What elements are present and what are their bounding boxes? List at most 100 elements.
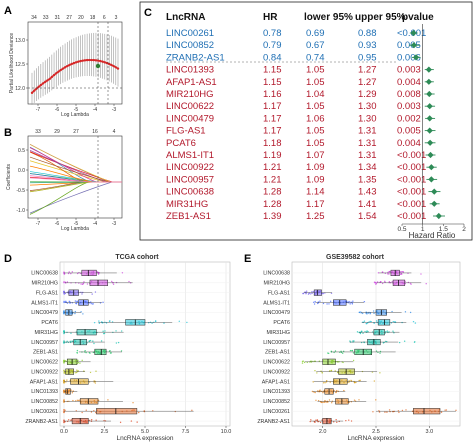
lower-cell: 0.67 (306, 40, 325, 51)
data-point (322, 382, 325, 384)
data-point (81, 411, 83, 414)
data-point (71, 271, 74, 273)
panel-a-ylabel: Partial Likelihood Deviance (9, 33, 15, 94)
data-point (63, 399, 65, 401)
data-point (377, 272, 380, 274)
data-point (310, 293, 312, 295)
panel-a-y-ticks: 12.0 12.5 13.0 (15, 38, 28, 92)
data-point (316, 372, 318, 374)
data-point (66, 302, 69, 304)
data-point (351, 303, 354, 305)
data-point (70, 272, 72, 275)
data-point (88, 351, 91, 354)
data-point (63, 291, 65, 294)
data-point (334, 350, 337, 352)
header-hr: HR (263, 12, 278, 23)
hr-marker (426, 90, 433, 98)
data-point (398, 341, 401, 344)
data-point (320, 401, 323, 404)
data-point (314, 391, 316, 394)
data-point (316, 419, 319, 422)
gene-label: MIR31HG (34, 330, 58, 336)
data-point (120, 350, 123, 352)
data-point (378, 411, 381, 413)
x-tick-label: -3 (112, 107, 117, 113)
data-point (74, 312, 76, 315)
data-point (94, 382, 97, 384)
data-point (363, 300, 366, 303)
data-point (401, 271, 403, 273)
lncrna-cell: LINC00957 (166, 174, 214, 185)
top-tick: 34 (31, 15, 37, 21)
data-point (358, 331, 360, 334)
data-point (373, 312, 375, 315)
data-point (347, 381, 349, 384)
data-point (84, 349, 86, 352)
gene-label: LINC00852 (263, 399, 290, 405)
data-point (110, 352, 112, 354)
data-point (93, 342, 95, 345)
data-point (112, 331, 114, 334)
data-point (364, 330, 366, 333)
data-point (71, 392, 73, 394)
lower-cell: 1.07 (306, 150, 325, 161)
coefficient-path (29, 175, 122, 183)
lncrna-cell: MIR210HG (166, 89, 214, 100)
data-point (325, 379, 328, 382)
data-point (70, 389, 72, 391)
data-point (356, 331, 359, 333)
panel-a-label: A (4, 5, 12, 17)
hr-cell: 1.21 (263, 162, 282, 173)
hr-marker (425, 66, 432, 73)
gene-label: MIR210HG (32, 281, 59, 287)
iqr-box (65, 388, 71, 395)
lncrna-cell: MIR31HG (166, 199, 208, 210)
data-point (85, 409, 87, 411)
gene-label: LINC00922 (31, 369, 58, 375)
data-point (91, 293, 93, 295)
data-point (63, 281, 65, 283)
iqr-box (338, 368, 355, 375)
top-tick: 31 (55, 15, 61, 21)
data-point (90, 411, 93, 413)
table-row: AFAP1-AS1 1.15 1.05 1.27 0.004 (166, 77, 421, 88)
data-point (89, 371, 92, 374)
upper-cell: 1.31 (358, 150, 377, 161)
data-point (359, 379, 361, 382)
iqr-box (65, 368, 74, 375)
data-point (379, 352, 381, 354)
hr-cell: 0.78 (263, 28, 282, 39)
data-point (373, 380, 376, 382)
pvalue-cell: 0.006 (397, 52, 421, 63)
data-point (362, 332, 364, 335)
data-point (348, 300, 350, 303)
lower-cell: 1.05 (306, 101, 325, 112)
gene-label: LINC00622 (263, 360, 290, 366)
data-point (80, 311, 82, 313)
data-point (375, 350, 378, 352)
data-point (358, 379, 360, 382)
lower-cell: 1.06 (306, 113, 325, 124)
gene-label: LINC00638 (31, 271, 58, 277)
pvalue-cell: <0.001 (397, 162, 426, 173)
lower-cell: 1.05 (306, 138, 325, 149)
panel-e-label: E (244, 253, 251, 265)
data-point (314, 421, 316, 423)
data-point (93, 321, 96, 324)
data-point (79, 362, 81, 364)
panel-d: D TCGA cohort LINC00638 MIR210HG FLG-AS1 AL… (4, 253, 231, 442)
data-point (455, 409, 457, 411)
panel-e-xlabel: LncRNA expression (347, 435, 404, 442)
lncrna-cell: LINC01393 (166, 65, 214, 76)
data-point (102, 330, 104, 332)
data-point (186, 321, 188, 324)
table-row: ZRANB2-AS1 0.84 0.74 0.95 0.006 (166, 52, 421, 63)
data-point (63, 290, 65, 293)
data-point (379, 372, 381, 374)
data-point (76, 369, 78, 371)
data-point (305, 290, 308, 292)
top-tick: 29 (54, 129, 60, 135)
gene-label: LINC00957 (31, 340, 58, 346)
data-point (311, 290, 313, 293)
hr-cell: 1.21 (263, 174, 282, 185)
